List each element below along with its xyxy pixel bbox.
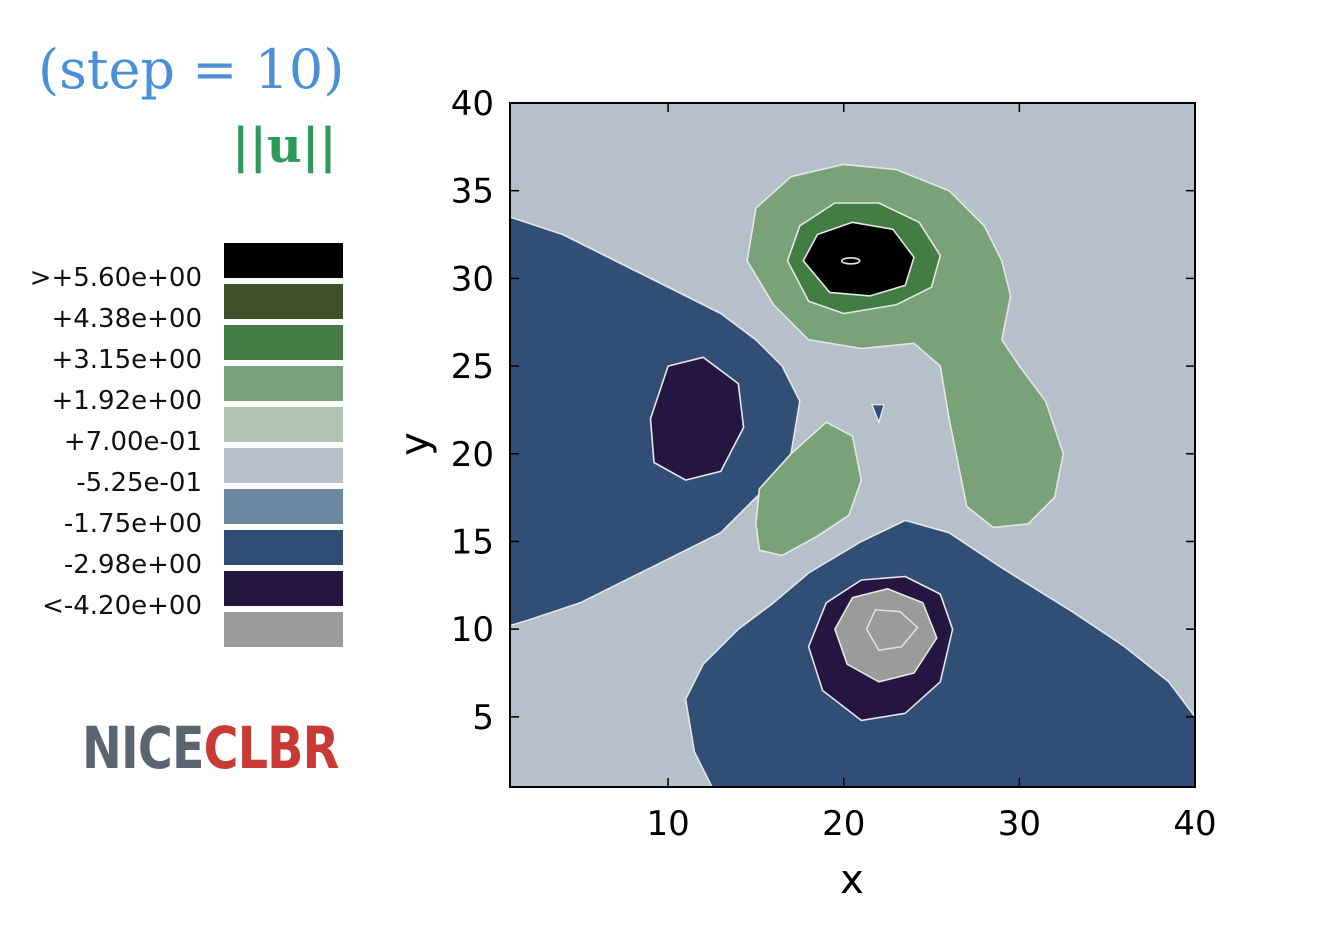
contour-small-region [870,403,886,425]
legend-label: -1.75e+00 [63,509,202,539]
plot-frame [509,102,1196,788]
y-tick-label: 15 [451,522,494,562]
legend-swatch [224,325,343,360]
x-axis-label: x [840,857,864,903]
step-title: (step = 10) [38,38,345,101]
x-tick-label: 20 [822,804,865,844]
y-tick-label: 5 [472,698,494,738]
legend-label: +4.38e+00 [51,304,202,334]
legend-label: <-4.20e+00 [42,591,202,621]
contour-region-bottom-core [834,587,938,683]
legend-swatch [224,571,343,606]
y-axis-label: y [392,432,438,456]
legend-swatch [224,243,343,278]
x-tick-label: 30 [998,804,1041,844]
plot-area [510,103,1195,787]
y-tick-label: 35 [451,172,494,212]
legend-swatch [224,284,343,319]
legend-swatch [224,366,343,401]
x-tick-label: 40 [1173,804,1216,844]
y-tick-label: 25 [451,347,494,387]
legend-label: +7.00e-01 [63,427,202,457]
niceclbr-logo: NICECLBR [82,714,340,782]
y-tick-label: 30 [451,259,494,299]
y-tick-label: 10 [451,610,494,650]
contour-trough-mark [865,609,919,651]
y-tick-label: 40 [451,84,494,124]
legend-swatch [224,530,343,565]
legend-swatch [224,448,343,483]
contour-region-center-blob [755,421,863,557]
legend-swatch [224,407,343,442]
logo-part-nice: NICE [82,714,204,782]
contour-peak-mark [840,257,861,265]
logo-part-clbr: CLBR [203,714,340,782]
legend-swatch [224,612,343,647]
contour-region-left-core [649,356,745,481]
legend-swatch [224,489,343,524]
legend-label: +3.15e+00 [51,345,202,375]
x-tick-label: 10 [646,804,689,844]
legend-label: -2.98e+00 [63,550,202,580]
y-tick-label: 20 [451,435,494,475]
axes: 10 20 30 40 5 10 15 20 25 30 35 40 [451,84,1217,844]
legend-label: >+5.60e+00 [29,263,202,293]
legend-label: -5.25e-01 [76,468,202,498]
field-name: ||u|| [232,118,337,174]
legend-label: +1.92e+00 [51,386,202,416]
